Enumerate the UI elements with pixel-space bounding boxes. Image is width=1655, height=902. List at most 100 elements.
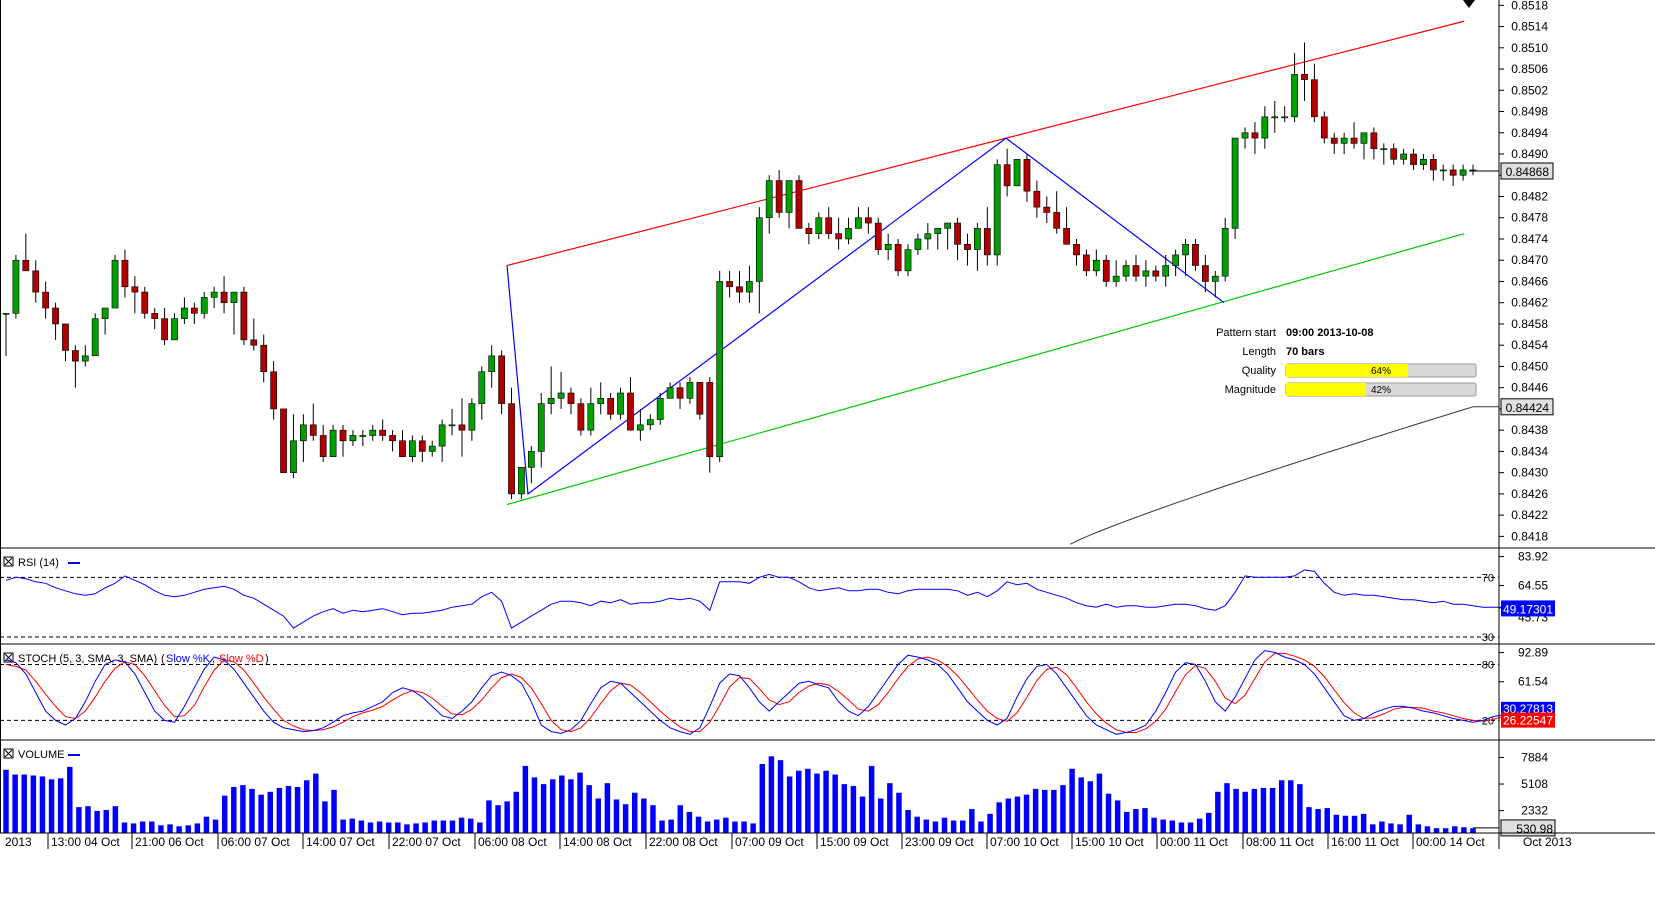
volume-bar [1051,789,1057,833]
volume-bar [1306,807,1312,833]
candle-body [2,313,10,315]
info-bar-fill [1286,364,1408,377]
volume-bar [1124,811,1130,833]
x-tick-label: 22:00 08 Oct [649,835,718,849]
stoch-legend-d: Slow %D [219,653,264,665]
volume-bar [969,809,975,833]
candle-body [1162,265,1170,277]
candle-body [726,281,733,288]
candle-body [339,429,347,442]
candle-body [488,355,496,373]
candle-body [914,238,922,250]
volume-bar [1160,819,1166,833]
volume-current-label: 530.98 [1516,822,1553,836]
candle-body [91,318,99,357]
volume-bar [914,816,920,833]
candle-body [993,164,1001,256]
stoch-legend-paren: ( [161,653,165,665]
candle-body [1142,270,1150,277]
volume-bar [322,801,328,833]
volume-bar [30,775,37,833]
candle-body [121,259,129,288]
candle-body [1063,228,1070,245]
candle-body [12,259,20,314]
volume-bar [495,805,501,833]
candle-body [527,451,535,468]
volume-bar [185,825,191,833]
candle-body [131,286,139,293]
info-bar-value: 64% [1371,366,1391,377]
volume-bar [1206,812,1212,833]
x-tick-label: 15:00 09 Oct [820,835,889,849]
price-tick-label: 0.8426 [1511,487,1548,501]
volume-bar [1388,823,1394,833]
price-tick-label: 0.8498 [1511,105,1548,119]
candle-body [52,307,59,325]
volume-bar [85,806,91,833]
volume-bar [440,820,447,833]
x-tick-label: 00:00 11 Oct [1160,835,1228,849]
volume-bar [549,779,556,833]
volume-bar [823,770,829,833]
candle-body [62,323,69,351]
volume-bar [1042,789,1048,833]
volume-bar [331,789,337,833]
volume-bar [1278,780,1285,833]
candle-body [1201,265,1209,282]
candle-body [716,281,724,458]
candle-body [1112,275,1120,282]
candle-body [944,222,952,229]
candle-body [1340,137,1348,144]
candle-body [1439,169,1447,172]
volume-bar [1178,822,1185,833]
volume-bar [1242,791,1248,833]
candle-body [190,307,198,314]
candle-body [954,222,961,245]
candle-body [329,429,337,458]
price-tick-label: 0.8466 [1511,274,1548,288]
volume-bar [313,773,319,833]
volume-bar [1224,783,1230,833]
volume-bar [139,821,146,833]
candle-body [1459,169,1467,176]
volume-bar [950,820,957,833]
price-tick-label: 0.8490 [1511,147,1548,161]
volume-bar [240,785,246,833]
candle-body [646,419,654,426]
stoch-level-label: 20 [1482,715,1494,727]
volume-bar [1351,815,1358,833]
volume-bar [1069,768,1075,833]
candle-body [775,180,783,213]
volume-bar [1105,793,1112,833]
candle-body [825,217,833,234]
candle-body [964,243,971,250]
stoch-legend-comma: , [212,653,215,665]
volume-bar [887,783,893,833]
volume-bar [486,800,492,833]
candle-body [1023,159,1031,192]
volume-bar [1360,813,1367,833]
candle-body [428,445,436,452]
volume-bar [285,786,292,833]
candle-body [22,259,30,272]
candle-body [379,429,387,436]
candle-body [1083,254,1090,272]
candle-body [587,403,595,431]
volume-bar [1133,809,1139,833]
volume-bar [905,810,911,833]
candle-body [1152,270,1160,277]
volume-bar [303,780,310,833]
candle-body [1410,153,1417,165]
x-tick-label: 15:00 10 Oct [1075,835,1144,849]
candle-body [706,382,714,458]
volume-bar [1142,808,1148,833]
candle-body [1420,159,1427,165]
volume-bar [504,801,510,833]
volume-bar [659,820,665,833]
volume-bar [48,779,55,833]
panel-close-icon-x [4,749,13,758]
candle-body [81,355,89,362]
info-value: 09:00 2013-10-08 [1286,327,1373,339]
